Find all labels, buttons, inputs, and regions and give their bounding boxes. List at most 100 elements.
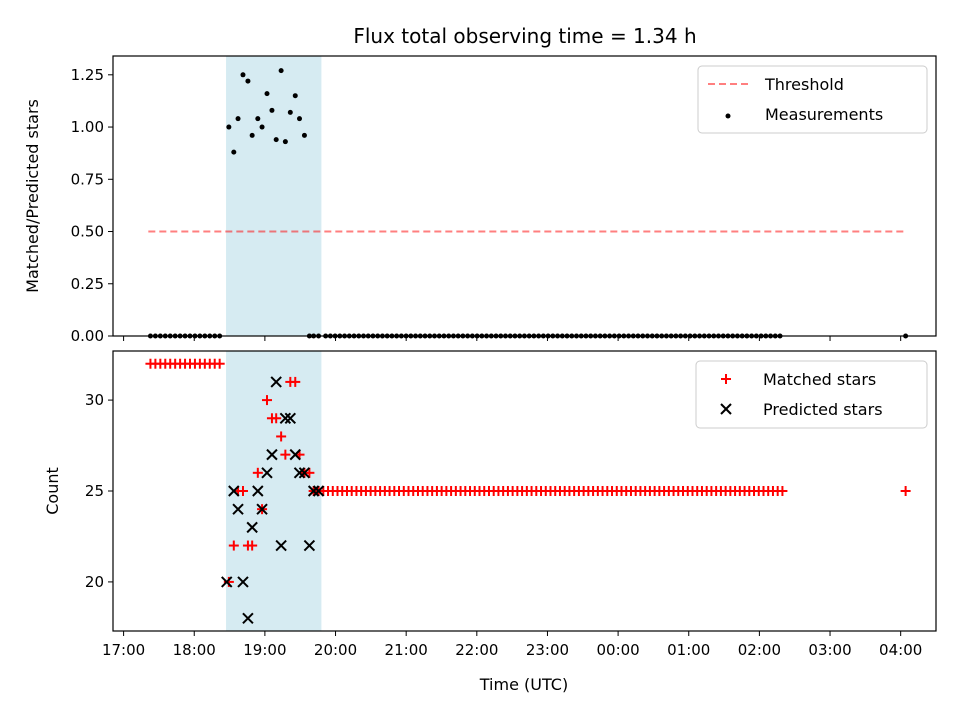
predicted-star-marker bbox=[266, 448, 278, 461]
measurement-point bbox=[245, 78, 251, 84]
predicted-star-d2 bbox=[312, 485, 325, 497]
matched-star-marker bbox=[252, 467, 263, 478]
predicted-star-d2 bbox=[221, 576, 233, 588]
top-y-tick-label: 0.50 bbox=[71, 223, 104, 241]
matched-star-marker bbox=[900, 486, 911, 496]
predicted-legend-swatch bbox=[720, 403, 732, 415]
bottom-x-tick-label: 00:00 bbox=[596, 641, 639, 659]
bottom-axes-frame bbox=[112, 350, 937, 632]
matched-star-marker bbox=[290, 376, 301, 387]
measurement-point bbox=[240, 72, 246, 78]
matched-star-marker bbox=[777, 486, 788, 496]
bottom-y-tick-label: 30 bbox=[85, 391, 104, 409]
predicted-star-marker bbox=[293, 467, 306, 479]
predicted-star-marker bbox=[246, 521, 258, 534]
matched-star-marker bbox=[228, 540, 239, 551]
predicted-star-marker bbox=[221, 576, 233, 588]
measurement-point bbox=[287, 109, 293, 115]
top-y-tick-label: 0.00 bbox=[71, 327, 104, 345]
predicted-star-marker bbox=[307, 485, 320, 497]
bottom-x-tick-label: 19:00 bbox=[243, 641, 286, 659]
predicted-star-marker bbox=[242, 612, 254, 624]
predicted-star-d2 bbox=[256, 503, 268, 515]
measurements-legend-label: Measurements bbox=[765, 105, 883, 124]
measurement-point bbox=[273, 137, 279, 143]
bottom-x-tick-label: 01:00 bbox=[667, 641, 710, 659]
measurements-legend-swatch bbox=[725, 113, 731, 119]
x-axis-label: Time (UTC) bbox=[479, 675, 568, 694]
matched-star-marker bbox=[276, 431, 287, 442]
bottom-plot-layers: 20 25 30 17:00 18:00 19:00 20:00 21:00 22:00 23:0… bbox=[85, 351, 922, 659]
top-y-tick-label: 1.00 bbox=[71, 118, 104, 136]
bottom-legend-box bbox=[695, 360, 928, 429]
bottom-x-tick-label: 03:00 bbox=[808, 641, 851, 659]
bottom-x-tick-label: 21:00 bbox=[385, 641, 428, 659]
top-plot-layers: 0.00 0.25 0.50 0.75 1.00 1.25 bbox=[71, 56, 909, 345]
top-legend: Threshold Measurements bbox=[697, 65, 928, 134]
predicted-legend-label: Predicted stars bbox=[763, 400, 883, 419]
top-y-axis-label: Matched/Predicted stars bbox=[23, 99, 42, 293]
measurement-point bbox=[259, 124, 265, 130]
predicted-star-d2 bbox=[266, 448, 278, 461]
top-y-tick-label: 0.75 bbox=[71, 170, 104, 188]
predicted-star-d2 bbox=[298, 467, 311, 479]
predicted-star-d2 bbox=[270, 376, 282, 388]
matched-star-marker bbox=[304, 467, 315, 478]
predicted-star-d2 bbox=[275, 539, 287, 552]
predicted-star-marker bbox=[284, 412, 297, 424]
bottom-legend: Matched stars Predicted stars bbox=[695, 360, 928, 429]
measurement-point bbox=[235, 116, 241, 122]
top-axes-frame bbox=[112, 55, 937, 337]
measurement-point bbox=[292, 93, 298, 99]
predicted-star-marker bbox=[303, 539, 316, 552]
bottom-y-tick-label: 20 bbox=[85, 573, 104, 591]
predicted-star-d2 bbox=[246, 521, 258, 534]
measurement-point bbox=[264, 91, 270, 97]
measurement-point bbox=[296, 116, 302, 122]
matched-star-marker bbox=[280, 449, 291, 460]
predicted-star-d2 bbox=[242, 612, 254, 624]
measurement-point bbox=[301, 132, 307, 138]
chart-title: Flux total observing time = 1.34 h bbox=[353, 24, 696, 48]
measurement-point bbox=[231, 149, 237, 155]
predicted-star-d2 bbox=[232, 503, 244, 515]
bottom-x-tick-label: 22:00 bbox=[455, 641, 498, 659]
measurement-point bbox=[255, 116, 261, 122]
top-panel: 0.00 0.25 0.50 0.75 1.00 1.25 Matched/Predict… bbox=[23, 55, 937, 345]
predicted-star-marker bbox=[279, 412, 292, 424]
top-y-tick-label: 1.25 bbox=[71, 66, 104, 84]
predicted-star-marker bbox=[270, 376, 282, 388]
measurement-point bbox=[249, 132, 255, 138]
predicted-star-marker bbox=[252, 485, 264, 497]
predicted-star-marker bbox=[261, 467, 273, 479]
matched-legend-swatch bbox=[721, 374, 731, 384]
measurement-point bbox=[226, 124, 232, 130]
bottom-x-tick-label: 04:00 bbox=[879, 641, 922, 659]
predicted-star-marker bbox=[275, 539, 287, 552]
predicted-star-d2 bbox=[307, 485, 320, 497]
threshold-legend-label: Threshold bbox=[764, 75, 844, 94]
bottom-y-axis-label: Count bbox=[43, 467, 62, 515]
predicted-star-d2 bbox=[293, 467, 306, 479]
predicted-star-d2 bbox=[261, 467, 273, 479]
predicted-star-marker bbox=[298, 467, 311, 479]
top-highlight-span bbox=[226, 56, 322, 336]
predicted-star-d2 bbox=[252, 485, 264, 497]
bottom-x-tick-label: 23:00 bbox=[526, 641, 569, 659]
bottom-x-tick-label: 20:00 bbox=[314, 641, 357, 659]
predicted-star-marker bbox=[256, 503, 268, 515]
predicted-star-d2 bbox=[289, 448, 301, 461]
measurement-point bbox=[269, 107, 275, 113]
predicted-star-d2 bbox=[228, 485, 240, 497]
matched-star-marker bbox=[262, 395, 273, 406]
predicted-star-d2 bbox=[279, 412, 292, 424]
matched-star-marker bbox=[214, 358, 225, 369]
measurement-point bbox=[278, 68, 284, 74]
predicted-star-marker bbox=[312, 485, 325, 497]
matched-star-marker bbox=[271, 413, 282, 424]
matched-legend-label: Matched stars bbox=[763, 370, 876, 389]
matched-star-marker bbox=[237, 486, 248, 496]
predicted-star-marker bbox=[228, 485, 240, 497]
predicted-star-marker bbox=[232, 503, 244, 515]
